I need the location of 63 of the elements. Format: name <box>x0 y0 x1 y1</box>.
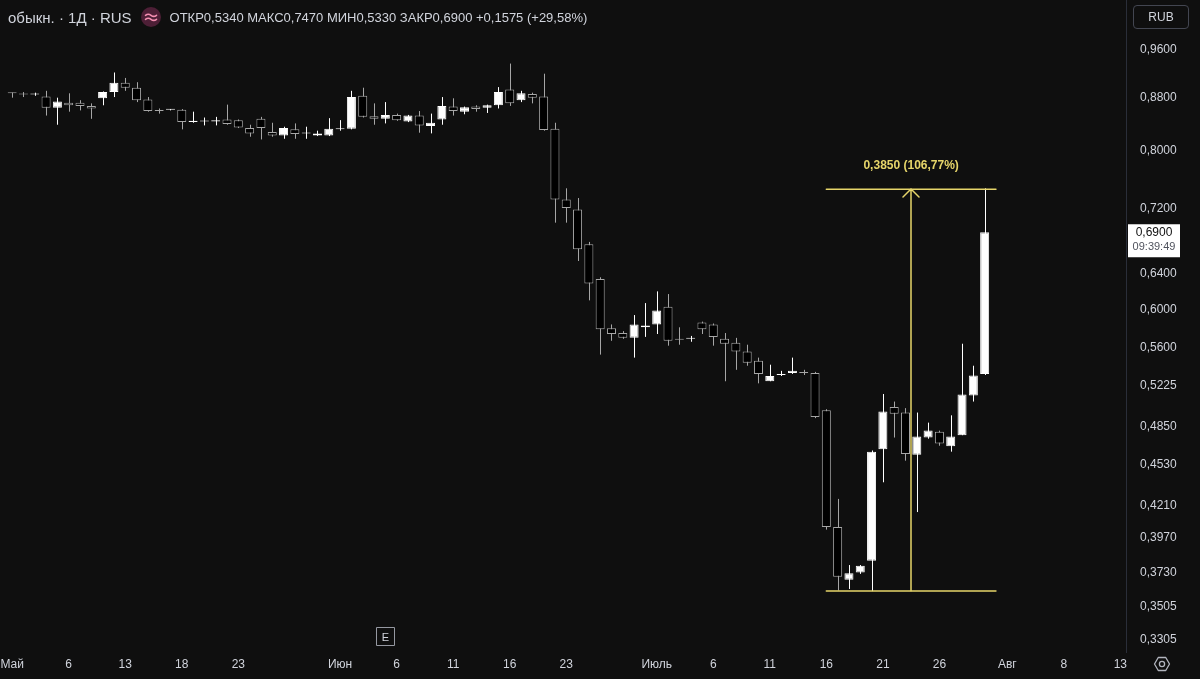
candlestick <box>41 90 51 117</box>
x-tick-label: Июль <box>641 656 673 671</box>
x-tick-label: 18 <box>175 656 189 671</box>
x-tick-label: 26 <box>932 656 947 671</box>
candlestick <box>968 365 978 403</box>
x-tick-label: 23 <box>231 656 246 671</box>
x-tick-label: Май <box>0 656 24 671</box>
x-tick-label: 23 <box>559 656 574 671</box>
x-tick-label: 11 <box>446 656 460 671</box>
annotation: E <box>381 630 390 643</box>
candlestick <box>561 187 571 224</box>
x-tick-label: 8 <box>1060 656 1068 671</box>
x-tick-label: 16 <box>503 656 517 671</box>
candlestick <box>358 87 368 119</box>
y-tick-label: 0,3305 <box>1140 631 1178 646</box>
y-tick-label: 0,3970 <box>1140 530 1178 545</box>
text: 09:39:49 <box>1132 240 1176 253</box>
candlestick <box>380 101 390 124</box>
y-tick-label: 0,5225 <box>1140 378 1178 393</box>
text: обыкн. · 1Д · RUS <box>8 8 132 26</box>
annotation: 0,3850 (106,77%) <box>863 157 959 172</box>
y-tick-label: 0,9600 <box>1140 41 1178 56</box>
candlestick <box>889 401 899 439</box>
candlestick <box>629 314 639 359</box>
y-tick-label: 0,8800 <box>1140 90 1178 104</box>
candlestick <box>652 290 662 335</box>
y-tick-label: 0,6000 <box>1140 301 1178 316</box>
x-tick-label: 21 <box>876 656 890 671</box>
text: ОТКР0,5340 МАКС0,7470 МИН0,5330 ЗАКР0,6900 +0,1575 (+29,58%) <box>169 9 588 25</box>
candlestick <box>946 414 956 453</box>
candlestick <box>109 72 119 98</box>
x-tick-label: Авг <box>997 656 1018 671</box>
candlestick <box>177 108 187 130</box>
candlestick <box>256 116 266 140</box>
x-tick-label: Июн <box>327 656 353 671</box>
candlestick <box>720 332 730 382</box>
candlestick <box>844 564 854 590</box>
text: 0,6900 <box>1135 224 1173 239</box>
candlestick <box>912 412 922 513</box>
candlestick <box>505 63 515 107</box>
y-tick-label: 0,4850 <box>1140 419 1178 434</box>
y-tick-label: 0,4530 <box>1140 457 1178 472</box>
y-tick-label: 0,3730 <box>1140 564 1178 579</box>
currency-button: RUB <box>1133 5 1189 29</box>
x-tick-label: 13 <box>118 656 133 671</box>
y-tick-label: 0,6400 <box>1140 266 1178 281</box>
y-tick-label: 0,8000 <box>1140 142 1178 157</box>
y-tick-label: 0,3505 <box>1140 599 1178 614</box>
x-tick-label: 11 <box>763 656 777 671</box>
candlestick <box>52 97 62 126</box>
candlestick <box>742 344 752 367</box>
y-tick-label: 0,5600 <box>1140 339 1178 354</box>
y-tick-label: 0,7200 <box>1140 200 1178 215</box>
candlestick <box>222 104 232 126</box>
x-tick-label: 16 <box>819 656 834 671</box>
y-tick-label: 0,4210 <box>1140 497 1178 512</box>
candlestick <box>731 337 741 371</box>
candlestick <box>369 102 379 126</box>
x-tick-label: 6 <box>709 656 717 671</box>
x-tick-label: 6 <box>393 656 401 671</box>
x-tick-label: 13 <box>1113 656 1128 671</box>
y-axis-title: RUB <box>1148 10 1174 24</box>
x-tick-label: 6 <box>65 656 73 671</box>
